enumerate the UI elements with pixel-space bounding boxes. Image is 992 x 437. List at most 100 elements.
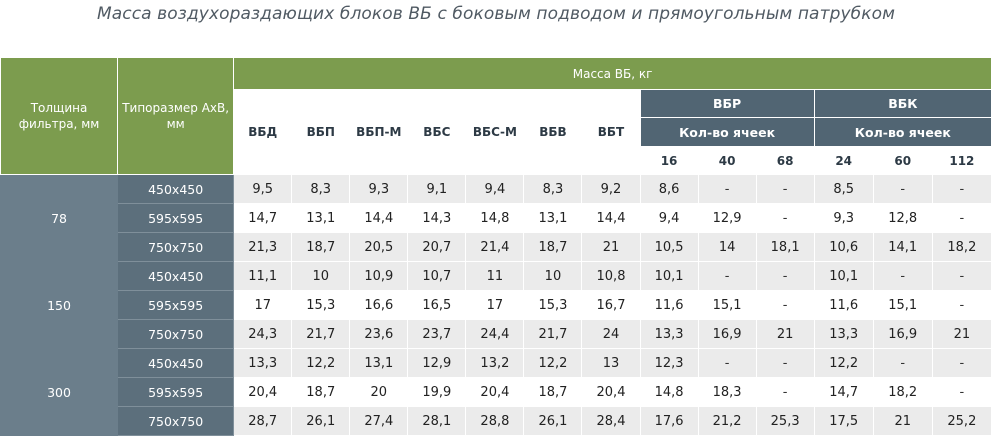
vbk-header: ВБК <box>813 89 992 118</box>
filter-thickness-cell: 150 <box>0 261 119 349</box>
mass-value-cell: 14,8 <box>639 377 699 407</box>
mass-value-cell: - <box>872 348 933 378</box>
mass-value-cell: 28,4 <box>581 406 641 436</box>
mass-value-cell: 10,5 <box>639 232 699 262</box>
mass-value-cell: 16,5 <box>407 290 467 320</box>
mass-value-cell: 10,6 <box>813 232 874 262</box>
mass-value-cell: - <box>755 377 815 407</box>
mass-value-cell: 13,1 <box>291 203 351 233</box>
mass-value-cell: 27,4 <box>349 406 409 436</box>
table-title: Масса воздухораздающих блоков ВБ с боков… <box>96 4 896 24</box>
vbr-cell-count: 16 <box>639 146 699 175</box>
size-cell: 450x450 <box>117 261 235 291</box>
table-row: 78 450x450 9,5 8,3 9,3 9,1 9,4 8,3 9,2 8,6- -8,5- - <box>0 174 992 262</box>
mass-value-cell: - <box>931 174 992 204</box>
mass-value-cell: 10 <box>523 261 583 291</box>
vbk-cell-count: 24 <box>813 146 874 175</box>
vbk-cells-header: Кол-во ячеек <box>813 117 992 147</box>
mass-value-cell: 17,6 <box>639 406 699 436</box>
vbr-header: ВБР <box>639 89 815 118</box>
mass-value-cell: 14 <box>697 232 757 262</box>
size-cell: 750x750 <box>117 232 235 262</box>
mass-value-cell: 14,8 <box>465 203 525 233</box>
size-cell: 750x750 <box>117 406 235 436</box>
mass-value-cell: 11,6 <box>813 290 874 320</box>
mass-value-cell: - <box>697 348 757 378</box>
type-header: ВБП-М <box>349 89 409 175</box>
table-row: 150 450x450 11,1 10 10,9 10,7 11 10 10,8 10,1- -10… <box>0 261 992 349</box>
mass-value-cell: 21,7 <box>291 319 351 349</box>
mass-value-cell: 14,7 <box>233 203 293 233</box>
mass-value-cell: - <box>931 261 992 291</box>
mass-value-cell: 24,3 <box>233 319 293 349</box>
mass-value-cell: - <box>755 290 815 320</box>
mass-value-cell: 26,1 <box>291 406 351 436</box>
mass-table: Толщина фильтра, мм Типоразмер AxB, мм М… <box>0 57 992 436</box>
mass-value-cell: 20,7 <box>407 232 467 262</box>
mass-value-cell: - <box>931 203 992 233</box>
mass-value-cell: 16,9 <box>697 319 757 349</box>
mass-value-cell: 18,1 <box>755 232 815 262</box>
mass-value-cell: 10 <box>291 261 351 291</box>
mass-value-cell: - <box>697 174 757 204</box>
mass-value-cell: 20 <box>349 377 409 407</box>
mass-value-cell: 21 <box>872 406 933 436</box>
mass-value-cell: - <box>755 261 815 291</box>
mass-value-cell: 24,4 <box>465 319 525 349</box>
vbr-cells-header: Кол-во ячеек <box>639 117 815 147</box>
filter-thickness-cell: 78 <box>0 174 119 262</box>
mass-value-cell: 26,1 <box>523 406 583 436</box>
mass-value-cell: 13 <box>581 348 641 378</box>
size-cell: 595x595 <box>117 377 235 407</box>
table-body: 78 450x450 9,5 8,3 9,3 9,1 9,4 8,3 9,2 8,6- -8,5- -… <box>0 174 992 436</box>
mass-value-cell: 23,7 <box>407 319 467 349</box>
mass-value-cell: 16,6 <box>349 290 409 320</box>
mass-value-cell: 17 <box>465 290 525 320</box>
mass-value-cell: 18,2 <box>931 232 992 262</box>
mass-value-cell: - <box>931 290 992 320</box>
type-header: ВБС <box>407 89 467 175</box>
mass-value-cell: 16,9 <box>872 319 933 349</box>
mass-value-cell: 8,3 <box>523 174 583 204</box>
mass-value-cell: 9,3 <box>813 203 874 233</box>
vbr-cell-count: 68 <box>755 146 815 175</box>
mass-value-cell: 9,1 <box>407 174 467 204</box>
type-header: ВБП <box>291 89 351 175</box>
size-cell: 595x595 <box>117 203 235 233</box>
mass-value-cell: 9,4 <box>639 203 699 233</box>
size-cell: 750x750 <box>117 319 235 349</box>
mass-value-cell: 12,2 <box>291 348 351 378</box>
mass-value-cell: 28,1 <box>407 406 467 436</box>
mass-value-cell: 9,4 <box>465 174 525 204</box>
mass-value-cell: 8,6 <box>639 174 699 204</box>
mass-value-cell: 14,3 <box>407 203 467 233</box>
mass-value-cell: 15,1 <box>697 290 757 320</box>
mass-value-cell: 19,9 <box>407 377 467 407</box>
mass-value-cell: 18,7 <box>523 377 583 407</box>
mass-value-cell: 8,5 <box>813 174 874 204</box>
mass-value-cell: 21,7 <box>523 319 583 349</box>
type-header: ВБВ <box>523 89 583 175</box>
mass-value-cell: 14,1 <box>872 232 933 262</box>
size-header: Типоразмер AxB, мм <box>117 57 235 175</box>
mass-value-cell: 18,7 <box>291 232 351 262</box>
mass-value-cell: 9,5 <box>233 174 293 204</box>
table-row: 300 450x450 13,3 12,2 13,1 12,9 13,2 12,2 13 12,3… <box>0 348 992 436</box>
mass-value-cell: 20,4 <box>465 377 525 407</box>
mass-value-cell: 15,3 <box>523 290 583 320</box>
mass-value-cell: 20,4 <box>581 377 641 407</box>
mass-value-cell: 21 <box>755 319 815 349</box>
mass-value-cell: 11 <box>465 261 525 291</box>
mass-value-cell: - <box>931 377 992 407</box>
mass-value-cell: 10,8 <box>581 261 641 291</box>
vbk-cell-count: 112 <box>931 146 992 175</box>
mass-value-cell: 13,3 <box>233 348 293 378</box>
mass-value-cell: 25,2 <box>931 406 992 436</box>
vbr-cell-count: 40 <box>697 146 757 175</box>
mass-value-cell: 24 <box>581 319 641 349</box>
mass-value-cell: 9,2 <box>581 174 641 204</box>
mass-header: Масса ВБ, кг <box>233 57 992 90</box>
table-row: 750x750 28,7 26,1 27,4 28,1 28,8 26,1 28,4 17,6 2… <box>1 406 992 436</box>
mass-value-cell: 17 <box>233 290 293 320</box>
filter-thickness-cell: 300 <box>0 348 119 436</box>
